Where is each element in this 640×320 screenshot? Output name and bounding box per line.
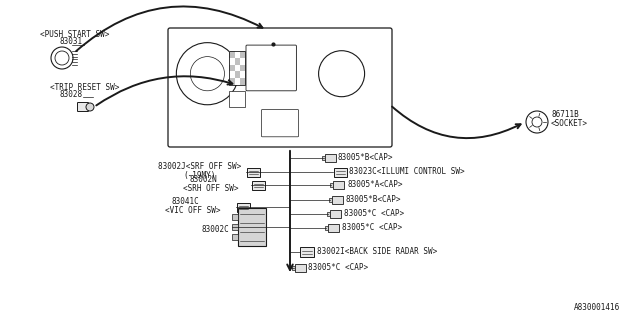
FancyBboxPatch shape [328, 198, 332, 202]
FancyBboxPatch shape [246, 167, 259, 177]
Polygon shape [234, 71, 239, 78]
FancyBboxPatch shape [77, 102, 88, 111]
Polygon shape [239, 51, 245, 58]
Text: 83005*A<CAP>: 83005*A<CAP> [347, 180, 403, 189]
Text: 83023C<ILLUMI CONTROL SW>: 83023C<ILLUMI CONTROL SW> [349, 167, 465, 176]
FancyBboxPatch shape [232, 234, 238, 240]
Polygon shape [229, 58, 234, 65]
Text: <SRH OFF SW>: <SRH OFF SW> [183, 184, 239, 193]
FancyBboxPatch shape [333, 181, 344, 189]
Polygon shape [229, 78, 234, 85]
FancyArrowPatch shape [96, 76, 232, 105]
Text: 83005*C <CAP>: 83005*C <CAP> [344, 209, 404, 218]
Text: 83002C: 83002C [202, 225, 230, 234]
Text: (-19MY): (-19MY) [183, 171, 216, 180]
Polygon shape [239, 71, 245, 78]
Text: 83002J<SRF OFF SW>: 83002J<SRF OFF SW> [158, 162, 241, 171]
Text: 83002N: 83002N [190, 175, 218, 184]
FancyBboxPatch shape [291, 266, 294, 270]
Polygon shape [229, 71, 234, 78]
FancyBboxPatch shape [333, 167, 346, 177]
Polygon shape [234, 78, 239, 85]
FancyBboxPatch shape [246, 45, 296, 91]
FancyBboxPatch shape [300, 247, 314, 257]
FancyBboxPatch shape [321, 156, 324, 160]
FancyArrowPatch shape [392, 107, 520, 138]
Text: 83028: 83028 [60, 90, 83, 99]
Text: <PUSH START SW>: <PUSH START SW> [40, 30, 109, 39]
Polygon shape [229, 65, 234, 71]
FancyBboxPatch shape [332, 196, 342, 204]
Text: 83005*C <CAP>: 83005*C <CAP> [308, 263, 368, 272]
Text: 83002I<BACK SIDE RADAR SW>: 83002I<BACK SIDE RADAR SW> [317, 247, 437, 256]
FancyBboxPatch shape [252, 180, 264, 189]
FancyBboxPatch shape [238, 208, 266, 246]
Polygon shape [234, 65, 239, 71]
FancyBboxPatch shape [229, 91, 245, 107]
Polygon shape [239, 65, 245, 71]
Text: 83031: 83031 [60, 37, 83, 46]
Text: 83005*C <CAP>: 83005*C <CAP> [342, 223, 402, 232]
Polygon shape [234, 51, 239, 58]
Text: <TRIP RESET SW>: <TRIP RESET SW> [50, 83, 120, 92]
FancyBboxPatch shape [168, 28, 392, 147]
Text: <SOCKET>: <SOCKET> [551, 119, 588, 128]
Text: 83005*B<CAP>: 83005*B<CAP> [346, 195, 401, 204]
Text: <VIC OFF SW>: <VIC OFF SW> [165, 206, 221, 215]
FancyBboxPatch shape [330, 183, 333, 187]
FancyBboxPatch shape [261, 109, 299, 137]
Circle shape [86, 103, 94, 111]
FancyBboxPatch shape [294, 264, 305, 272]
FancyBboxPatch shape [237, 203, 250, 212]
Text: 83041C: 83041C [171, 197, 199, 206]
Text: 86711B: 86711B [551, 110, 579, 119]
FancyArrowPatch shape [76, 6, 262, 51]
FancyBboxPatch shape [330, 210, 340, 218]
Polygon shape [239, 78, 245, 85]
FancyBboxPatch shape [324, 154, 335, 162]
FancyBboxPatch shape [324, 226, 328, 230]
Polygon shape [234, 58, 239, 65]
Text: 83005*B<CAP>: 83005*B<CAP> [338, 153, 394, 162]
Polygon shape [229, 51, 234, 58]
FancyBboxPatch shape [232, 214, 238, 220]
FancyBboxPatch shape [326, 212, 330, 216]
FancyBboxPatch shape [232, 224, 238, 230]
Text: A830001416: A830001416 [573, 303, 620, 312]
Polygon shape [239, 58, 245, 65]
FancyBboxPatch shape [328, 224, 339, 232]
